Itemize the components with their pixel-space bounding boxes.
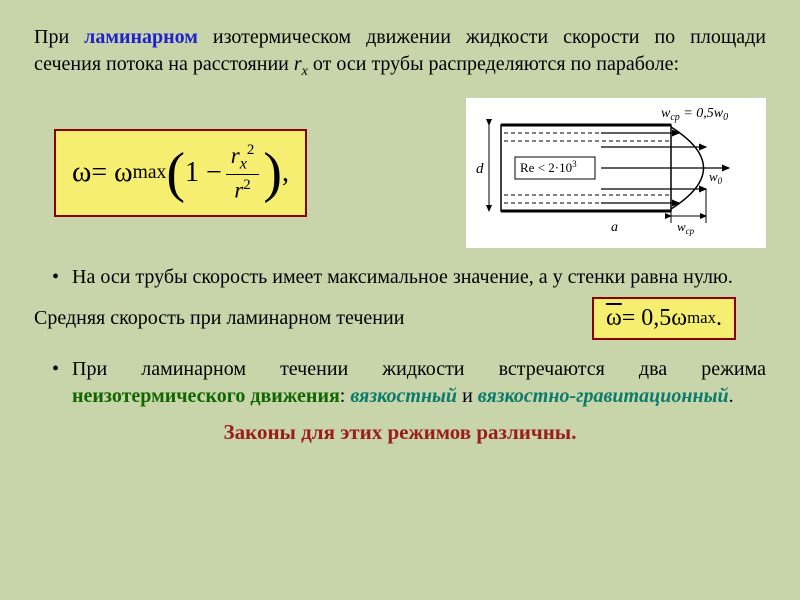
label-d: d xyxy=(476,161,484,177)
formula-velocity-profile: ω = ωmax ( 1 − rx2 r2 ) , xyxy=(54,129,307,217)
fraction-num: rx2 xyxy=(226,143,260,175)
omega: ω xyxy=(72,156,91,189)
b2-and: и xyxy=(457,385,478,407)
omega-bar: ω xyxy=(606,305,622,332)
formula-diagram-row: ω = ωmax ( 1 − rx2 r2 ) , wср = 0,5w0 d xyxy=(34,98,766,248)
eq: = ω xyxy=(91,157,132,189)
max2: max xyxy=(687,308,716,328)
one: 1 − xyxy=(185,157,222,189)
average-velocity-row: Средняя скорость при ламинарном течении … xyxy=(34,297,766,340)
b2-colon: : xyxy=(340,385,351,407)
rx-r: r xyxy=(294,53,302,75)
b2-end: . xyxy=(729,385,734,407)
formula-avg-velocity: ω = 0,5ωmax. xyxy=(592,297,736,340)
intro-pre: При xyxy=(34,26,84,48)
keyword-laminar: ламинарном xyxy=(84,26,198,48)
b2-p1: При ламинарном течении жидкости встречаю… xyxy=(72,358,766,380)
label-re: Re < 2·103 xyxy=(520,159,577,175)
eq2: = 0,5ω xyxy=(622,305,687,332)
flow-diagram: wср = 0,5w0 d Re < 2·103 xyxy=(466,98,766,248)
max-sub: max xyxy=(133,162,167,184)
flow-diagram-svg: wср = 0,5w0 d Re < 2·103 xyxy=(471,103,761,238)
comma: , xyxy=(282,157,289,189)
kw-viscous: вязкостный xyxy=(350,385,457,407)
avg-text: Средняя скорость при ламинарном течении xyxy=(34,307,404,330)
fraction: rx2 r2 xyxy=(226,143,260,203)
rparen: ) xyxy=(263,141,282,205)
intro-paragraph: При ламинарном изотермическом движении ж… xyxy=(34,24,766,82)
final-statement: Законы для этих режимов различны. xyxy=(34,420,766,445)
kw-viscograv: вязкостно-гравитационный xyxy=(478,385,729,407)
bullet-max-velocity: На оси трубы скорость имеет максимальное… xyxy=(58,264,766,291)
kw-nonisothermal: неизотермического движения xyxy=(72,385,340,407)
bullet-nonisothermal: При ламинарном течении жидкости встречаю… xyxy=(58,356,766,410)
fraction-den: r2 xyxy=(229,175,255,203)
label-a: a xyxy=(611,220,618,235)
lparen: ( xyxy=(166,141,185,205)
intro-tail: от оси трубы распределяются по параболе: xyxy=(308,53,679,75)
dot: . xyxy=(716,305,722,332)
